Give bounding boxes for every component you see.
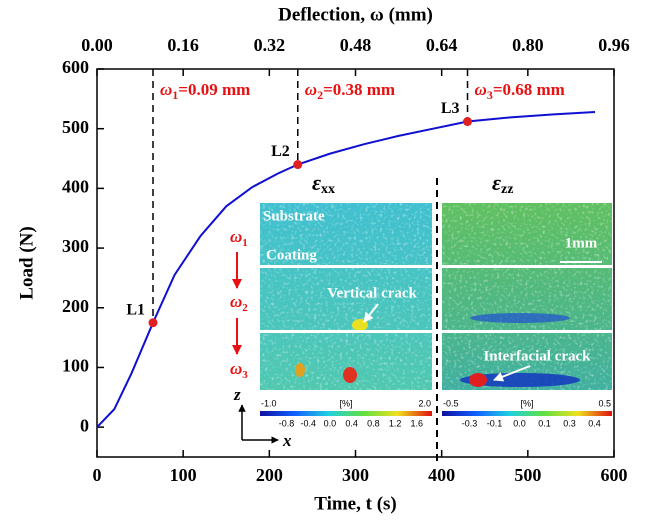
step-label-symbol: ω	[230, 359, 242, 378]
colorbar-tick: -0.3	[462, 418, 478, 428]
step-label-sub: 3	[242, 369, 248, 381]
colorbar	[442, 411, 612, 416]
crack-spot	[295, 363, 305, 377]
x2-tick-label: 0.96	[598, 35, 630, 55]
annotation: ω2=0.38 mm	[305, 80, 395, 102]
annotation-text: =0.68 mm	[493, 80, 565, 99]
panel-title-sub: zz	[501, 182, 513, 197]
step-label: ω2	[230, 292, 248, 314]
colorbar-tick: 1.2	[389, 418, 402, 428]
colorbar-tick: 0.4	[588, 418, 601, 428]
colorbar-min: -0.5	[443, 398, 459, 408]
x-tick-label: 300	[342, 465, 369, 485]
y-tick-label: 500	[62, 117, 89, 137]
colorbar-tick: 1.6	[411, 418, 424, 428]
panel-title-sub: xx	[321, 182, 335, 197]
colorbar-tick: 0.3	[563, 418, 576, 428]
ezz-band	[470, 313, 570, 323]
x2-axis-label: Deflection, ω (mm)	[278, 4, 433, 25]
point-label: L3	[441, 100, 460, 117]
x2-tick-label: 0.16	[167, 35, 199, 55]
load-point	[463, 117, 472, 126]
interfacial-crack-label: Interfacial crack	[483, 348, 591, 364]
x-tick-label: 0	[93, 465, 102, 485]
y-tick-label: 300	[62, 236, 89, 256]
colorbar-tick: -0.4	[300, 418, 316, 428]
vertical-crack-label: Vertical crack	[327, 285, 417, 301]
load-point	[149, 318, 158, 327]
point-label: L1	[126, 301, 145, 318]
strain-maps: Substrate Coating 1mm Vertical crack Int…	[233, 178, 612, 462]
x-tick-label: 200	[256, 465, 283, 485]
colorbar-unit: [%]	[520, 398, 533, 408]
y-tick-label: 0	[80, 415, 89, 435]
colorbar-tick: 0.0	[324, 418, 337, 428]
step-label: ω3	[230, 359, 248, 381]
annotation-text: =0.38 mm	[323, 80, 395, 99]
colorbar-tick: 0.8	[367, 418, 380, 428]
colorbar-tick: 0.0	[513, 418, 526, 428]
x2-tick-label: 0.80	[512, 35, 544, 55]
colorbar-unit: [%]	[339, 398, 352, 408]
annotation-symbol: ω	[305, 80, 317, 99]
x-tick-label: 600	[601, 465, 628, 485]
annotation-symbol: ω	[160, 80, 172, 99]
panel-title: εzz	[492, 170, 513, 197]
panel-title: εxx	[312, 170, 335, 197]
x-label: x	[282, 431, 292, 450]
scale-label: 1mm	[565, 235, 598, 251]
x-tick-label: 100	[170, 465, 197, 485]
panel-title-symbol: ε	[492, 170, 501, 195]
x-tick-label: 500	[514, 465, 541, 485]
step-label-sub: 1	[242, 237, 248, 249]
x2-tick-label: 0.48	[340, 35, 372, 55]
x2-tick-label: 0.64	[426, 35, 458, 55]
y-axis-label: Load (N)	[16, 226, 37, 299]
y-tick-label: 100	[62, 356, 89, 376]
load-point	[293, 160, 302, 169]
colorbar-max: 0.5	[598, 398, 611, 408]
x-tick-label: 400	[428, 465, 455, 485]
colorbar	[260, 411, 432, 416]
x2-tick-label: 0.32	[254, 35, 286, 55]
y-tick-label: 600	[62, 57, 89, 77]
annotation-text: =0.09 mm	[178, 80, 250, 99]
annotation: ω1=0.09 mm	[160, 80, 250, 102]
annotation: ω3=0.68 mm	[475, 80, 565, 102]
colorbar-tick: 0.1	[538, 418, 551, 428]
colorbar-max: 2.0	[418, 398, 431, 408]
annotation-symbol: ω	[475, 80, 487, 99]
y-tick-label: 400	[62, 177, 89, 197]
step-label: ω1	[230, 227, 248, 249]
coating-label: Coating	[266, 247, 317, 263]
chart: 01002003004005006000.000.160.320.480.640…	[0, 0, 649, 524]
y-tick-label: 200	[62, 296, 89, 316]
step-label-symbol: ω	[230, 227, 242, 246]
panel-title-symbol: ε	[312, 170, 321, 195]
colorbar-tick: -0.8	[279, 418, 295, 428]
x2-tick-label: 0.00	[81, 35, 113, 55]
crack-spot	[469, 373, 487, 387]
point-label: L2	[271, 143, 290, 160]
substrate-label: Substrate	[263, 208, 325, 224]
x-axis-label: Time, t (s)	[314, 493, 397, 514]
crack-spot	[343, 367, 357, 383]
colorbar-min: -1.0	[261, 398, 277, 408]
step-label-symbol: ω	[230, 292, 242, 311]
z-label: z	[233, 385, 241, 404]
step-label-sub: 2	[242, 302, 248, 314]
colorbar-tick: -0.1	[487, 418, 503, 428]
colorbar-tick: 0.4	[345, 418, 358, 428]
